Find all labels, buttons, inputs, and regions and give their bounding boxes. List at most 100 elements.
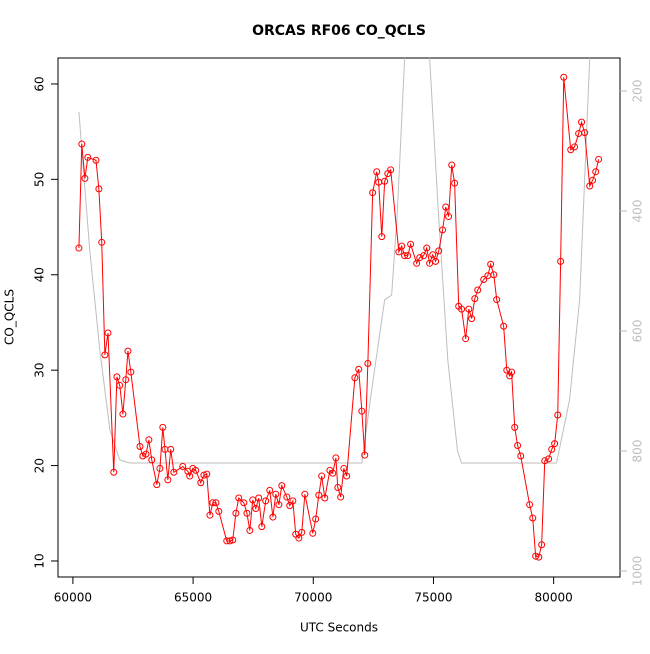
data-point (119, 410, 127, 418)
data-point (413, 259, 421, 267)
data-point (535, 553, 543, 561)
data-point (432, 257, 440, 265)
data-point (81, 174, 89, 182)
data-point (508, 368, 516, 376)
data-point (122, 376, 130, 384)
data-point (429, 251, 437, 259)
data-point (551, 440, 559, 448)
data-point (124, 347, 132, 355)
data-point (442, 203, 450, 211)
data-point (92, 156, 100, 164)
data-point (398, 242, 406, 250)
data-point (332, 454, 340, 462)
data-point (262, 497, 270, 505)
y2-tick-label: 1000 (631, 556, 645, 587)
data-point (235, 494, 243, 502)
data-point (468, 315, 476, 323)
data-point (395, 248, 403, 256)
plot-area (75, 58, 603, 561)
data-point (156, 464, 164, 472)
data-point (203, 470, 211, 478)
data-point (200, 471, 208, 479)
data-point (329, 469, 337, 477)
data-point (458, 305, 466, 313)
data-point (269, 513, 277, 521)
data-point (503, 366, 511, 374)
x-tick-label: 70000 (294, 591, 332, 605)
data-point (578, 118, 586, 126)
data-point (545, 455, 553, 463)
data-point (426, 259, 434, 267)
data-point (289, 497, 297, 505)
data-point (407, 240, 415, 248)
data-point (487, 260, 495, 268)
data-point (586, 182, 594, 190)
data-point (136, 442, 144, 450)
data-point (197, 479, 205, 487)
data-point (246, 526, 254, 534)
data-point (387, 166, 395, 174)
x-axis-label: UTC Seconds (300, 621, 378, 635)
data-point (243, 509, 251, 517)
data-point (560, 73, 568, 81)
data-point (451, 179, 459, 187)
y-axis-label: CO_QCLS (3, 289, 17, 345)
data-point (215, 507, 223, 515)
data-point (435, 247, 443, 255)
data-point (445, 213, 453, 221)
data-point (557, 257, 565, 265)
x-tick-label: 60000 (54, 591, 92, 605)
data-point (373, 168, 381, 176)
data-point (283, 493, 291, 501)
data-point (589, 176, 597, 184)
data-point (110, 468, 118, 476)
data-point (206, 511, 214, 519)
data-point (493, 296, 501, 304)
data-point (361, 451, 369, 459)
data-point (364, 359, 372, 367)
data-point (104, 329, 112, 337)
data-point (439, 226, 447, 234)
y-tick-label: 30 (33, 363, 47, 378)
chart-title: ORCAS RF06 CO_QCLS (252, 23, 426, 39)
y-tick-label: 40 (33, 267, 47, 282)
data-point (295, 534, 303, 542)
data-point (148, 456, 156, 464)
data-point (298, 528, 306, 536)
data-point (321, 494, 329, 502)
data-point (358, 407, 366, 415)
data-point (571, 143, 579, 151)
data-point (315, 491, 323, 499)
y2-tick-label: 600 (631, 320, 645, 343)
data-point (240, 499, 248, 507)
data-point (312, 515, 320, 523)
data-point (401, 252, 409, 260)
data-point (113, 373, 121, 381)
data-point (309, 529, 317, 537)
data-point (369, 189, 377, 197)
data-point (404, 252, 412, 260)
data-point (381, 177, 389, 185)
data-point (212, 499, 220, 507)
data-point (167, 445, 175, 453)
x-tick-label: 75000 (414, 591, 452, 605)
data-point (209, 499, 217, 507)
plot-frame (57, 57, 621, 578)
x-tick-label: 65000 (174, 591, 212, 605)
data-point (286, 502, 294, 510)
data-point (184, 467, 192, 475)
data-point (145, 436, 153, 444)
y-tick-label: 20 (33, 458, 47, 473)
data-point (532, 552, 540, 560)
data-point (170, 468, 178, 476)
data-point (595, 155, 603, 163)
data-point (232, 509, 240, 517)
data-point (337, 493, 345, 501)
data-point (490, 271, 498, 279)
data-point (351, 374, 359, 382)
data-point (142, 450, 150, 458)
data-point (462, 335, 470, 343)
data-point (101, 351, 109, 359)
data-point (343, 472, 351, 480)
